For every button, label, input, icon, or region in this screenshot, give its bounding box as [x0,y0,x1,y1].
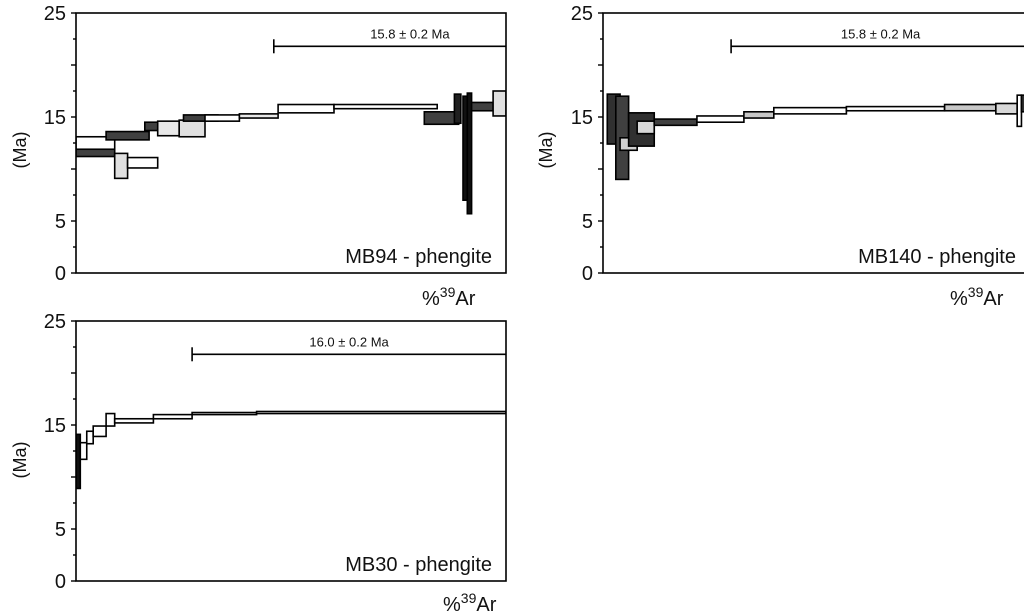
step-box-2 [76,135,116,151]
y-tick-label: 25 [44,3,66,25]
x-axis-label-isotope: Ar [476,594,496,615]
plateau-age-label: 16.0 ± 0.2 Ma [309,334,389,349]
x-axis-label-percent: % [422,288,440,310]
plateau-age-label: 15.8 ± 0.2 Ma [841,26,921,41]
y-axis-label: (Ma) [10,132,30,169]
x-axis-label: %39Ar [422,284,476,310]
step-box-14 [1020,94,1024,113]
step-box-13 [333,103,438,110]
step-box-12 [995,102,1018,115]
step-box-5 [126,156,159,169]
step-box-7 [696,115,745,123]
step-box-6 [113,417,155,424]
step-box-11 [238,113,279,119]
step-box-15 [453,93,462,125]
y-axis-label: (Ma) [536,132,556,169]
y-tick-label: 25 [571,3,593,25]
step-box-12 [277,103,335,114]
step-box-18 [470,101,494,112]
y-tick-label: 5 [55,211,66,233]
x-axis-label-superscript: 39 [968,284,984,300]
y-tick-label: 25 [44,311,66,333]
plot-frame [602,12,1024,274]
step-box-3 [105,130,150,141]
x-axis-label-percent: % [950,288,968,310]
step-box-9 [255,410,506,415]
plot-area [76,90,506,215]
sample-label: MB140 - phengite [858,246,1016,268]
x-axis-label-percent: % [443,594,461,615]
step-box-6 [653,118,698,127]
y-tick-label: 5 [582,211,593,233]
step-box-2 [79,441,88,461]
step-box-4 [92,425,107,438]
plot-frame [75,320,507,582]
step-box-5 [636,120,656,135]
step-box-1 [76,433,82,490]
step-box-4 [113,152,129,180]
step-box-7 [156,120,180,137]
step-box-10 [204,114,241,122]
step-box-19 [492,90,506,117]
step-box-10 [845,105,946,112]
y-tick-label: 5 [55,519,66,541]
x-axis-label-superscript: 39 [440,284,456,300]
x-axis-label-isotope: Ar [455,288,475,310]
sample-label: MB94 - phengite [345,246,492,268]
step-box-8 [743,111,775,119]
y-axis-label: (Ma) [10,442,30,479]
step-box-8 [191,411,258,416]
step-box-11 [943,103,997,112]
step-box-9 [772,106,848,115]
step-box-14 [423,111,460,126]
plot-frame [75,12,507,274]
step-box-3 [85,430,94,445]
x-axis-label-isotope: Ar [983,288,1003,310]
plot-area [606,93,1024,181]
y-tick-label: 0 [55,571,66,593]
sample-label: MB30 - phengite [345,554,492,576]
step-box-8 [178,119,206,138]
y-tick-label: 0 [55,263,66,285]
step-box-5 [105,412,116,427]
plot-area [76,410,506,490]
y-tick-label: 15 [571,107,593,129]
plateau-age-label: 15.8 ± 0.2 Ma [370,26,450,41]
y-tick-label: 15 [44,415,66,437]
y-tick-label: 15 [44,107,66,129]
step-box-7 [152,413,193,420]
x-axis-label: %39Ar [950,284,1004,310]
step-box-17 [466,92,473,215]
x-axis-label-superscript: 39 [461,590,477,606]
x-axis-label: %39Ar [443,590,497,615]
y-tick-label: 0 [582,263,593,285]
